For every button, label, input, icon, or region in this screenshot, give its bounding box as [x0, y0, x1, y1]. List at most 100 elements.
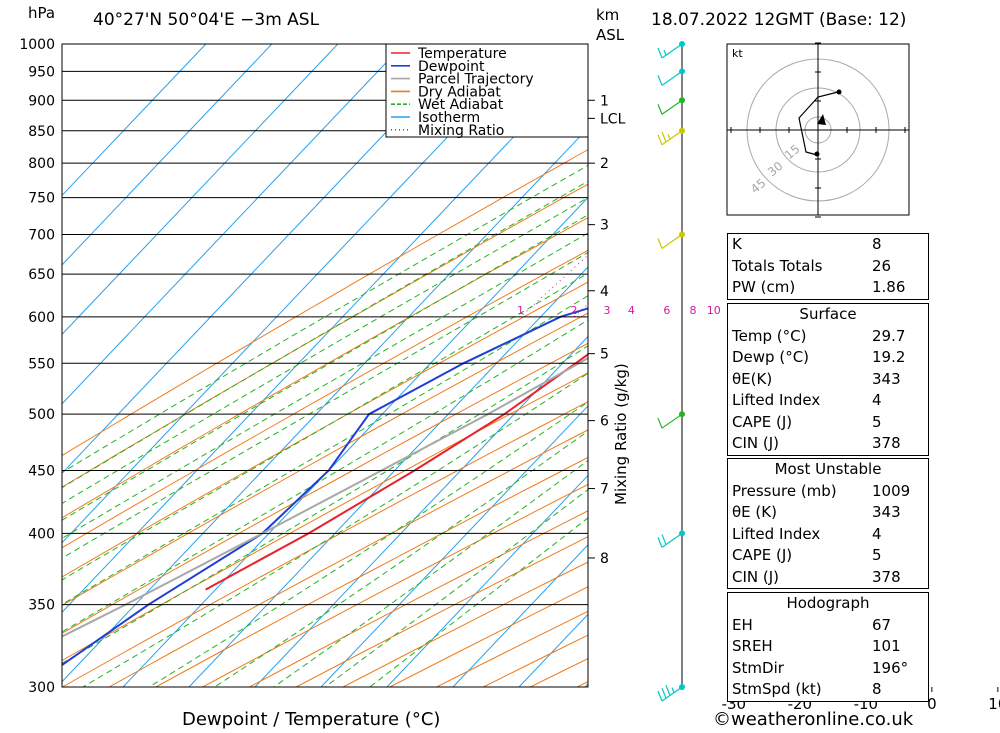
mixing-ratio-label: 8 — [689, 304, 696, 317]
wind-barb-half-flag — [671, 687, 675, 693]
wind-barb-shaft — [661, 686, 683, 702]
wind-barb — [657, 41, 685, 59]
wind-barb-flag — [657, 417, 663, 429]
mixing-ratio-label: 6 — [663, 304, 670, 317]
isotherm-line — [62, 57, 588, 613]
isotherm-line — [254, 335, 588, 687]
wet-adiabat-line — [214, 430, 588, 687]
legend-label: Parcel Trajectory — [418, 72, 534, 88]
wind-barb-shaft — [661, 70, 683, 86]
temp-tick-label: 0 — [927, 695, 937, 713]
wind-barb — [657, 231, 685, 249]
surface-heading: Surface — [799, 305, 857, 323]
temp-tick-label: 10 — [988, 695, 1000, 713]
mixing-ratio-label: 3 — [604, 304, 611, 317]
legend-label: Dry Adiabat — [418, 84, 501, 100]
legend-box — [385, 43, 589, 138]
pressure-tick-label: 900 — [28, 93, 55, 109]
pressure-tick-label: 750 — [28, 191, 55, 207]
wind-barb-shaft — [661, 130, 683, 146]
index-row: SREH 101 — [732, 637, 901, 655]
wet-adiabat-line — [62, 295, 588, 605]
x-axis-title: Dewpoint / Temperature (°C) — [182, 709, 441, 730]
dry-adiabat-line — [62, 149, 588, 457]
temperature-line — [205, 353, 588, 591]
dry-adiabat-line — [202, 483, 588, 687]
wind-barb-flag — [661, 687, 667, 699]
indices-surface-table: Surface Temp (°C) 29.7 Dewp (°C) 19.2 θE(K… — [727, 303, 929, 456]
index-row: CIN (J) 378 — [732, 567, 901, 586]
isotherm-line — [62, 44, 207, 197]
hodograph-trace — [798, 91, 839, 156]
wind-barb-half-flag — [663, 49, 667, 56]
wind-barb-shaft — [661, 43, 683, 59]
parcel-trajectory-line — [62, 356, 588, 638]
hodograph-heading: Hodograph — [786, 594, 870, 612]
dry-adiabat-line — [62, 183, 588, 488]
pressure-tick-label: 800 — [28, 156, 55, 172]
index-row: Lifted Index 4 — [732, 391, 882, 409]
wind-barb — [657, 684, 685, 702]
pressure-tick-label: 400 — [28, 526, 55, 542]
pressure-tick-label: 300 — [28, 680, 55, 696]
pressure-tick-label: 950 — [28, 64, 55, 80]
wind-barb-flag — [661, 131, 667, 143]
wind-barb-flag — [665, 685, 671, 696]
mixing-ratio-axis-title: Mixing Ratio (g/kg) — [612, 363, 630, 505]
km-tick-label: 3 — [600, 218, 609, 234]
indices-hodograph-table: Hodograph EH 67 SREH 101 StmDir 196° StmSpd… — [727, 592, 929, 702]
km-tick-label: 5 — [600, 347, 609, 363]
wet-adiabat-line — [62, 164, 588, 474]
index-row: Temp (°C) 29.7 — [732, 326, 906, 345]
isotherm-line — [452, 544, 588, 687]
datetime-title: 18.07.2022 12GMT (Base: 12) — [651, 10, 907, 30]
pressure-unit-label: hPa — [28, 4, 56, 22]
pressure-tick-label: 450 — [28, 463, 55, 479]
isotherm-line — [62, 44, 405, 405]
indices-most-unstable-table: Most Unstable Pressure (mb) 1009 θE (K) 34… — [727, 458, 929, 589]
mixing-ratio-label: 1 — [517, 304, 524, 317]
wind-barb-flag — [657, 134, 663, 146]
index-row: Pressure (mb) 1009 — [732, 481, 911, 500]
index-row: Totals Totals 26 — [732, 256, 892, 275]
site-credit: ©weatheronline.co.uk — [713, 709, 914, 730]
legend-label: Dewpoint — [418, 59, 485, 75]
wind-barb — [657, 530, 685, 548]
index-row: Dewp (°C) 19.2 — [732, 348, 906, 366]
pressure-tick-label: 650 — [28, 267, 55, 283]
wind-barb-shaft — [661, 99, 683, 115]
wet-adiabat-line — [82, 372, 588, 687]
index-row: StmDir 196° — [732, 658, 909, 677]
index-row: StmSpd (kt) 8 — [732, 680, 882, 698]
km-tick-label: 1 — [600, 93, 609, 109]
wind-barb — [657, 411, 685, 429]
km-tick-label: 6 — [600, 414, 609, 430]
index-row: CAPE (J) 5 — [732, 412, 882, 431]
wind-barb — [657, 97, 685, 115]
wet-adiabat-line — [62, 197, 588, 505]
index-row: EH 67 — [732, 615, 892, 634]
asl-unit-label: ASL — [596, 26, 625, 44]
dry-adiabat-line — [62, 372, 588, 662]
wind-barb-shaft — [661, 233, 683, 249]
wind-barb-flag — [657, 104, 663, 115]
isotherm-line — [188, 266, 588, 687]
dry-adiabat-line — [155, 456, 588, 687]
isotherm-line — [122, 196, 588, 687]
wind-barb — [657, 68, 685, 86]
km-tick-label: 2 — [600, 156, 609, 172]
pressure-tick-label: 500 — [28, 407, 55, 423]
wet-adiabat-line — [273, 459, 588, 687]
wind-barb-flag — [657, 75, 663, 86]
index-row: θE(K) 343 — [732, 369, 901, 388]
dewpoint-line — [62, 307, 588, 667]
plot-frame — [61, 43, 589, 688]
legend-label: Isotherm — [418, 110, 480, 126]
wind-barb-flag — [661, 534, 667, 545]
isotherm-line — [62, 44, 471, 475]
wind-barb-shaft — [661, 413, 683, 429]
wind-barb — [657, 127, 685, 146]
index-row: θE (K) 343 — [732, 503, 901, 521]
